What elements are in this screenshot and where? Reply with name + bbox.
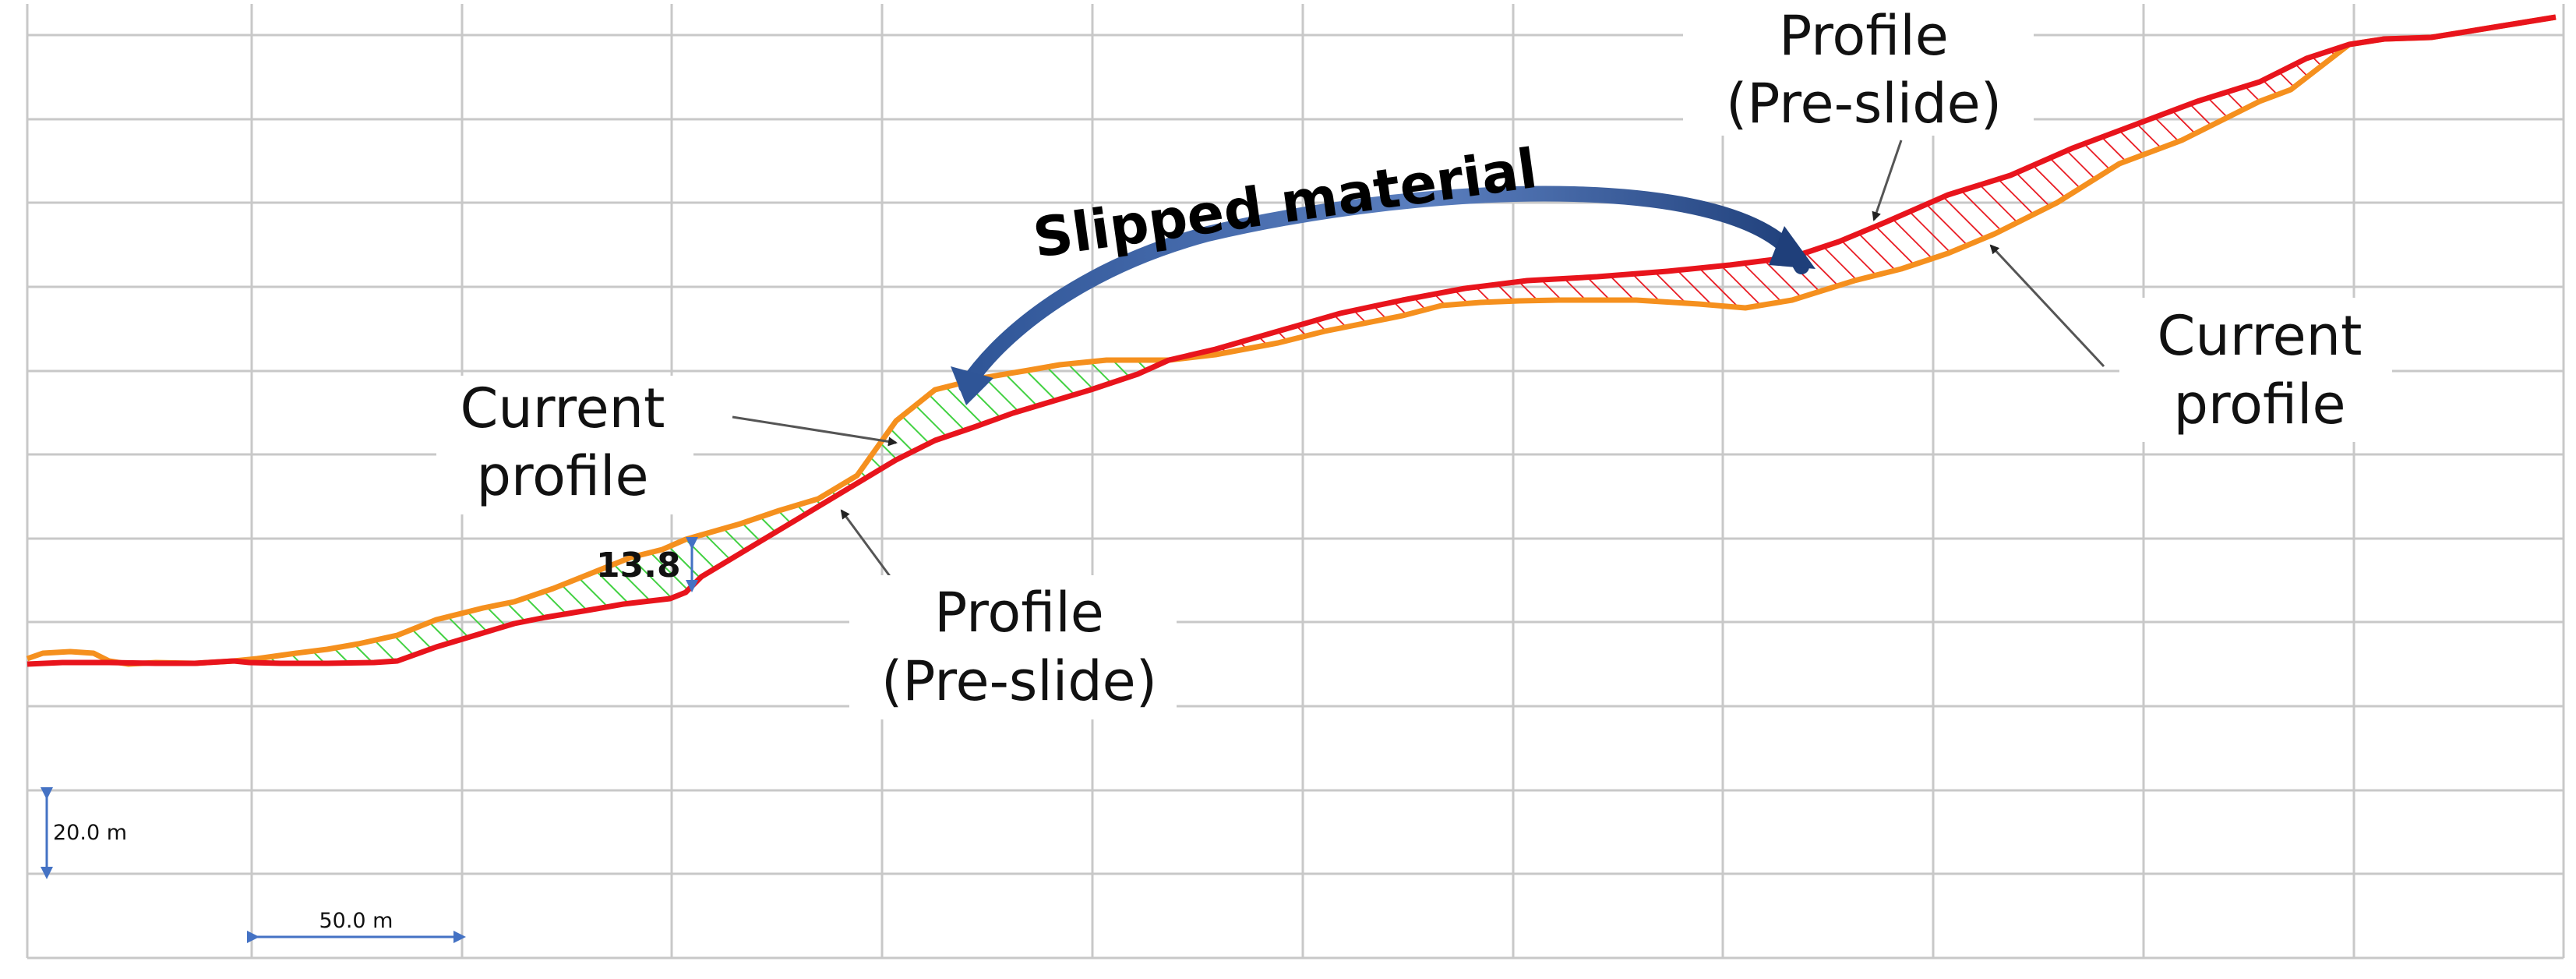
label-current-profile-right: Current profile <box>2119 298 2392 442</box>
label-line-2: (Pre-slide) <box>881 649 1157 713</box>
label-line-2: profile <box>476 444 648 508</box>
label-pre-slide-bottom: Profile (Pre-slide) <box>849 575 1177 719</box>
label-line-2: profile <box>2173 373 2345 436</box>
slipped-material-title: Slipped material <box>1029 136 1541 270</box>
horizontal-scale-bar: 50.0 m <box>247 909 466 943</box>
leader-line-icon <box>732 140 2105 585</box>
erosion-area <box>1169 44 2349 360</box>
label-line-1: Current <box>2158 304 2363 368</box>
deposition-area <box>234 360 1169 663</box>
vertical-scale-bar: 20.0 m <box>41 787 127 879</box>
label-line-1: Profile <box>934 581 1104 645</box>
label-current-profile-left: Current profile <box>436 376 693 514</box>
label-line-2: (Pre-slide) <box>1726 72 2002 136</box>
grid <box>26 4 2565 960</box>
label-line-1: Profile <box>1779 4 1949 68</box>
dimension-marker: 13.8 <box>596 537 698 592</box>
current-profile-line <box>26 14 2557 667</box>
pre-slide-profile-line <box>26 14 2557 667</box>
label-pre-slide-top: Profile (Pre-slide) <box>1683 2 2034 136</box>
dimension-value: 13.8 <box>596 546 681 585</box>
curved-arrow-icon <box>951 186 1816 405</box>
label-line-1: Current <box>461 376 665 440</box>
vertical-scale-label: 20.0 m <box>53 821 127 845</box>
horizontal-scale-label: 50.0 m <box>319 909 393 933</box>
